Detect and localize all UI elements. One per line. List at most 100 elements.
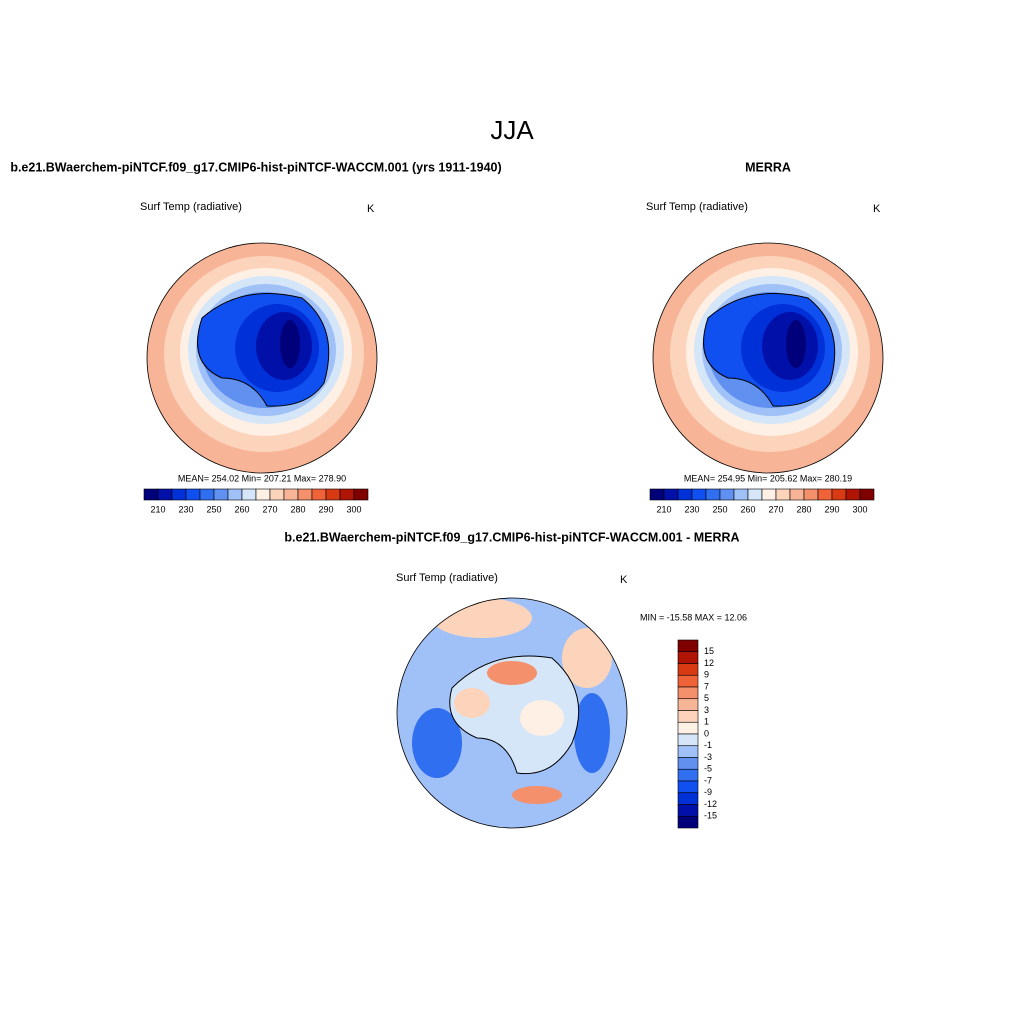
- colorbar-box: [339, 488, 355, 501]
- colorbar-label: 3: [704, 705, 709, 715]
- map-field: [653, 243, 883, 473]
- variable-label: Surf Temp (radiative): [140, 201, 242, 213]
- variable-label: Surf Temp (radiative): [396, 572, 498, 584]
- colorbar-box: [677, 804, 699, 817]
- colorbar-box: [677, 815, 699, 829]
- colorbar-label: -1: [704, 740, 712, 750]
- colorbar-label: 270: [262, 504, 277, 514]
- map-shade: [412, 708, 462, 778]
- colorbar-box: [677, 651, 699, 664]
- colorbar-label: 15: [704, 646, 714, 656]
- stats-label: MEAN= 254.95 Min= 205.62 Max= 280.19: [684, 473, 852, 483]
- colorbar-box: [297, 488, 313, 501]
- continent: [449, 655, 580, 775]
- map-border: [652, 242, 884, 474]
- colorbar-box: [199, 488, 215, 501]
- colorbar-label: 230: [178, 504, 193, 514]
- units-label: K: [873, 203, 881, 215]
- colorbar-box: [269, 488, 285, 501]
- colorbar-box: [677, 710, 699, 723]
- colorbar-label: 210: [656, 504, 671, 514]
- colorbar-box: [677, 663, 699, 676]
- map-shade: [454, 688, 490, 718]
- panel-title: MERRA: [745, 160, 791, 174]
- colorbar-label: -9: [704, 787, 712, 797]
- colorbar-box: [353, 488, 369, 501]
- colorbar-box: [677, 757, 699, 770]
- colorbar-label: -12: [704, 799, 717, 809]
- map-shade: [786, 320, 806, 368]
- colorbar-label: -7: [704, 775, 712, 785]
- colorbar-box: [143, 488, 159, 501]
- colorbar-box: [663, 488, 679, 501]
- map-field: [397, 598, 627, 828]
- stats-label: MIN = -15.58 MAX = 12.06: [640, 612, 747, 622]
- map-border: [396, 597, 628, 829]
- variable-label: Surf Temp (radiative): [646, 201, 748, 213]
- colorbar-box: [677, 686, 699, 700]
- colorbar-box: [733, 488, 749, 501]
- colorbar-box: [677, 780, 699, 794]
- colorbar-box: [677, 698, 699, 711]
- colorbar-box: [719, 488, 735, 501]
- colorbar-label: -3: [704, 752, 712, 762]
- colorbar-box: [283, 488, 299, 501]
- colorbar-box: [775, 488, 791, 501]
- map-field: [147, 243, 377, 473]
- colorbar-label: 260: [740, 504, 755, 514]
- units-label: K: [367, 203, 375, 215]
- colorbar-label: 1: [704, 717, 709, 727]
- colorbar-label: 210: [150, 504, 165, 514]
- map-shade: [562, 628, 612, 688]
- colorbar-box: [213, 488, 229, 501]
- colorbar-box: [227, 488, 243, 501]
- colorbar-label: -15: [704, 811, 717, 821]
- colorbar-box: [831, 488, 847, 501]
- colorbar-label: 290: [824, 504, 839, 514]
- colorbar-box: [677, 733, 699, 747]
- map-shade: [512, 786, 562, 804]
- colorbar-box: [157, 488, 173, 501]
- colorbar-box: [241, 488, 257, 501]
- colorbar-box: [677, 488, 693, 501]
- colorbar-label: 270: [768, 504, 783, 514]
- map-shade: [574, 693, 610, 773]
- colorbar-box: [705, 488, 721, 501]
- colorbar-label: 250: [712, 504, 727, 514]
- colorbar-box: [649, 488, 665, 501]
- colorbar-box: [255, 488, 271, 501]
- map-shade: [487, 661, 537, 685]
- colorbar-box: [677, 745, 699, 758]
- colorbar-box: [185, 488, 201, 501]
- panel-title: b.e21.BWaerchem-piNTCF.f09_g17.CMIP6-his…: [284, 530, 739, 544]
- colorbar-label: 12: [704, 658, 714, 668]
- colorbar-box: [325, 488, 341, 501]
- colorbar-box: [677, 639, 699, 653]
- units-label: K: [620, 574, 628, 586]
- colorbar-label: 5: [704, 693, 709, 703]
- colorbar-box: [747, 488, 763, 501]
- colorbar-box: [691, 488, 707, 501]
- colorbar-box: [677, 721, 699, 735]
- colorbar-label: 250: [206, 504, 221, 514]
- colorbar-label: -5: [704, 764, 712, 774]
- colorbar-label: 290: [318, 504, 333, 514]
- colorbar-box: [859, 488, 875, 501]
- colorbar-label: 280: [290, 504, 305, 514]
- colorbar-box: [789, 488, 805, 501]
- colorbar-box: [311, 488, 327, 501]
- figure-title: JJA: [490, 115, 534, 145]
- panel-title: b.e21.BWaerchem-piNTCF.f09_g17.CMIP6-his…: [10, 160, 501, 174]
- colorbar-label: 260: [234, 504, 249, 514]
- colorbar-label: 7: [704, 681, 709, 691]
- colorbar-box: [845, 488, 861, 501]
- colorbar-box: [817, 488, 833, 501]
- map-shade: [280, 320, 300, 368]
- map-border: [146, 242, 378, 474]
- colorbar-box: [677, 768, 699, 782]
- colorbar-label: 280: [796, 504, 811, 514]
- colorbar-label: 0: [704, 728, 709, 738]
- colorbar-label: 300: [852, 504, 867, 514]
- colorbar-box: [761, 488, 777, 501]
